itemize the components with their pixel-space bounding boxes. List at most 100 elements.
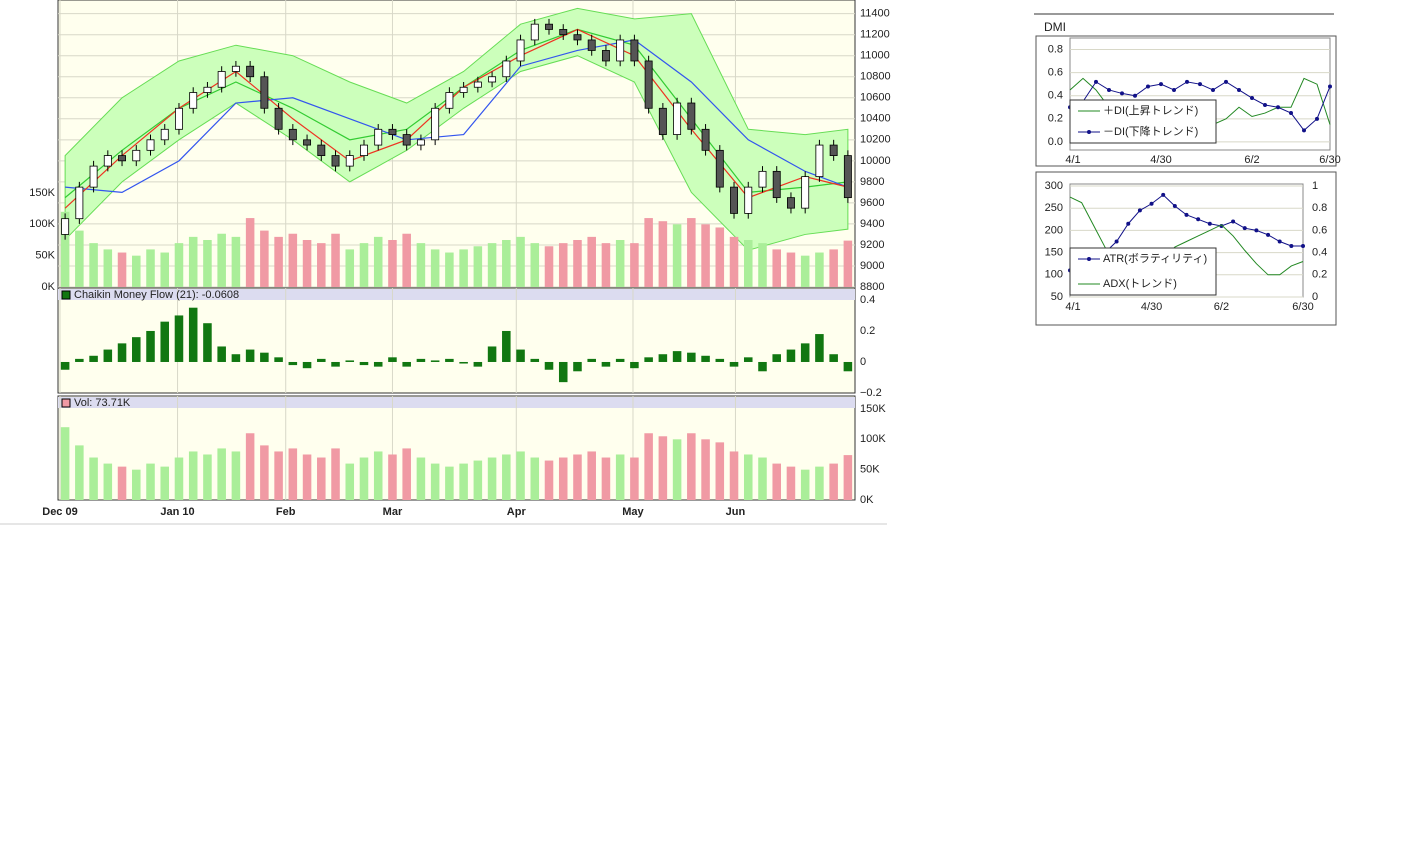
series-marker <box>1172 203 1177 208</box>
volume-bar <box>373 236 383 287</box>
x-tick-label: 6/2 <box>1244 154 1259 166</box>
volume-bar <box>544 460 554 500</box>
legend-label: ATR(ボラティリティ) <box>1103 252 1207 265</box>
y-tick-label: 250 <box>1045 202 1063 214</box>
volume-bar <box>274 236 283 287</box>
candle-body <box>815 144 824 178</box>
y2-tick-label: 100K <box>29 218 55 230</box>
cmf-bar <box>544 361 554 370</box>
volume-bar <box>658 436 668 500</box>
volume-bar <box>815 466 824 500</box>
y-tick-label: 9600 <box>860 197 884 209</box>
volume-bar <box>772 249 781 287</box>
cmf-bar <box>359 361 369 366</box>
volume-bar <box>743 454 753 500</box>
volume-bar <box>601 457 611 500</box>
volume-bar <box>146 463 155 500</box>
volume-bar <box>544 246 554 287</box>
series-marker <box>1146 84 1150 89</box>
y-tick-label: 9400 <box>860 218 884 230</box>
cmf-bar <box>402 361 411 367</box>
candle-body <box>103 155 112 167</box>
cmf-bar <box>174 315 184 362</box>
volume-bar <box>430 463 440 500</box>
cmf-bar <box>843 361 853 372</box>
volume-bar <box>587 236 596 287</box>
cmf-bar <box>487 346 497 362</box>
candle-body <box>545 23 553 30</box>
volume-bar <box>630 243 639 287</box>
volume-bar <box>573 454 582 500</box>
volume-bar <box>843 240 853 287</box>
cmf-bar <box>687 352 696 362</box>
volume-bar <box>103 463 113 500</box>
y2-tick-label: 0.6 <box>1312 224 1327 236</box>
legend-box <box>1069 99 1217 144</box>
candle-body <box>374 128 383 146</box>
legend-label: Chaikin Money Flow (21): -0.0608 <box>74 289 239 301</box>
y-tick-label: 0K <box>860 494 874 506</box>
volume-bar <box>558 243 568 287</box>
cmf-header <box>58 289 855 300</box>
candle-body <box>459 86 468 93</box>
volume-bar <box>245 218 255 287</box>
volume-bar <box>274 451 283 500</box>
legend-label: Vol: 73.71K <box>74 397 131 409</box>
y-tick-label: 200 <box>1045 224 1063 236</box>
volume-bar <box>601 243 611 287</box>
x-tick-label: 6/2 <box>1214 301 1229 313</box>
volume-bar <box>672 439 682 500</box>
cmf-bar <box>701 355 710 362</box>
candle-body <box>175 107 183 130</box>
y-tick-label: −0.2 <box>860 387 882 399</box>
volume-bar <box>174 457 184 500</box>
cmf-bar <box>274 357 283 362</box>
volume-bar <box>558 457 568 500</box>
cmf-bar <box>573 361 582 372</box>
candle-body <box>402 134 411 146</box>
series-marker <box>1196 217 1201 222</box>
volume-bar <box>843 455 853 500</box>
cmf-bar <box>203 323 212 362</box>
x-tick-label: 4/30 <box>1141 301 1162 313</box>
cmf-bar <box>743 357 753 362</box>
volume-bar <box>445 466 454 500</box>
volume-bar <box>701 224 710 287</box>
volume-bar <box>530 243 540 287</box>
volume-bar <box>459 463 468 500</box>
cmf-bar <box>132 337 141 362</box>
volume-bar <box>473 246 483 287</box>
y-tick-label: 10600 <box>860 92 891 104</box>
series-marker <box>1277 239 1282 244</box>
volume-bar <box>188 236 198 287</box>
volume-bar <box>729 451 739 500</box>
cmf-bar <box>530 358 540 362</box>
volume-bar <box>416 457 426 500</box>
volume-bar <box>75 445 84 500</box>
y-tick-label: 100K <box>860 433 886 445</box>
volume-bar <box>758 243 767 287</box>
candle-body <box>516 39 525 62</box>
candle-body <box>189 92 198 109</box>
series-marker <box>1161 192 1166 197</box>
volume-bar <box>800 469 810 500</box>
volume-bar <box>672 224 682 287</box>
volume-bar <box>516 236 525 287</box>
legend-label: ＋DI(上昇トレンド) <box>1103 104 1198 117</box>
cmf-bar <box>430 360 440 362</box>
x-tick-label: Dec 09 <box>42 506 77 518</box>
volume-bar <box>687 218 696 287</box>
candle-body <box>715 149 724 188</box>
volume-bar <box>188 451 198 500</box>
series-marker <box>1185 79 1189 84</box>
volume-bar <box>829 463 838 500</box>
cmf-bar <box>658 354 668 362</box>
y-tick-label: 8800 <box>860 281 884 293</box>
volume-bar <box>487 243 497 287</box>
volume-bar <box>487 457 497 500</box>
volume-bar <box>60 427 70 500</box>
candle-body <box>744 186 753 214</box>
candle-body <box>829 144 838 156</box>
y-tick-label: 10800 <box>860 71 891 83</box>
